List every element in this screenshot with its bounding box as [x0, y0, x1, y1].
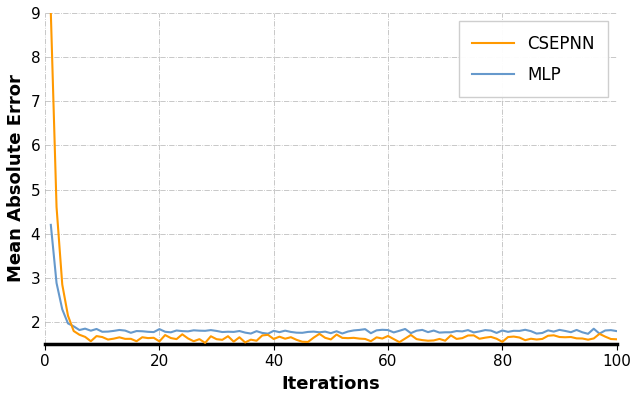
MLP: [567, 330, 575, 335]
Legend: CSEPNN, MLP: CSEPNN, MLP: [459, 21, 608, 97]
MLP: [179, 329, 186, 334]
CSEPNN: [344, 336, 352, 340]
X-axis label: Iterations: Iterations: [281, 375, 380, 393]
Y-axis label: Mean Absolute Error: Mean Absolute Error: [7, 74, 25, 282]
MLP: [384, 328, 392, 332]
CSEPNN: [156, 339, 163, 344]
MLP: [339, 331, 346, 336]
MLP: [584, 332, 592, 336]
MLP: [47, 222, 55, 227]
CSEPNN: [202, 340, 209, 345]
CSEPNN: [179, 332, 186, 337]
CSEPNN: [590, 336, 598, 341]
Line: CSEPNN: CSEPNN: [51, 13, 616, 343]
CSEPNN: [390, 337, 397, 342]
CSEPNN: [612, 337, 620, 342]
MLP: [156, 327, 163, 332]
CSEPNN: [47, 10, 55, 15]
CSEPNN: [573, 336, 581, 341]
MLP: [612, 329, 620, 334]
MLP: [590, 326, 598, 331]
Line: MLP: MLP: [51, 225, 616, 334]
